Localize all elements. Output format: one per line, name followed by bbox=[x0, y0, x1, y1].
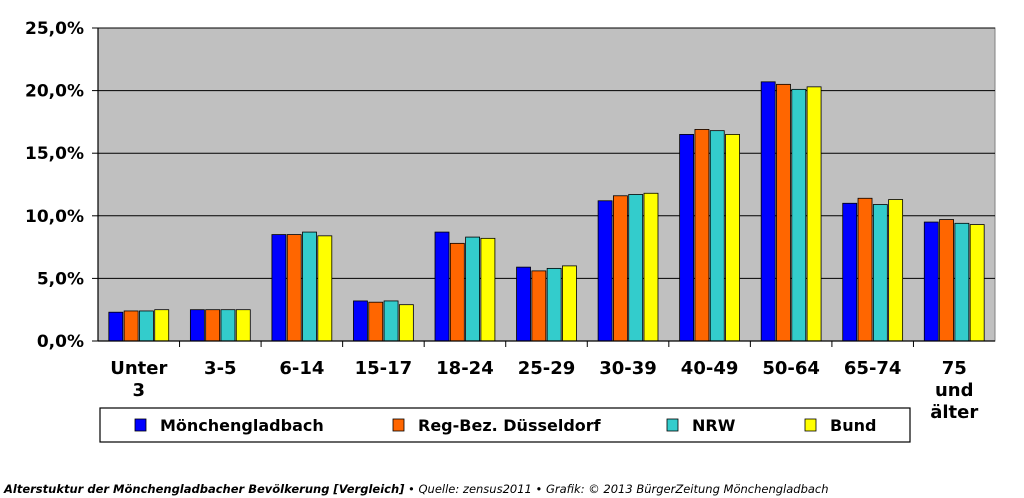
bar bbox=[220, 309, 236, 342]
bar bbox=[449, 242, 465, 342]
x-tick-label-line: 3-5 bbox=[204, 358, 237, 379]
bar bbox=[776, 83, 791, 342]
bar bbox=[562, 265, 577, 342]
bar bbox=[531, 270, 547, 342]
bar bbox=[271, 234, 287, 342]
caption-source: • Quelle: zensus2011 • Grafik: © 2013 Bü… bbox=[404, 482, 829, 496]
legend-label: Mönchengladbach bbox=[160, 416, 324, 435]
bar bbox=[954, 222, 970, 342]
bar-chart: 0,0% 5,0% 10,0% 15,0% 20,0% 25,0% Unter 3 3-5 6-… bbox=[25, 19, 996, 443]
x-tick-label: Unter 3 bbox=[110, 358, 167, 401]
bar bbox=[857, 197, 873, 342]
x-tick-label-line: 65-74 bbox=[844, 358, 902, 379]
bar bbox=[465, 236, 481, 342]
bar bbox=[108, 311, 124, 342]
bar bbox=[286, 234, 302, 342]
x-tick-label: 6-14 bbox=[279, 358, 324, 379]
bar bbox=[205, 309, 221, 342]
bar bbox=[760, 81, 776, 342]
legend-label: Bund bbox=[830, 416, 876, 435]
bar bbox=[842, 202, 858, 342]
bar bbox=[643, 192, 659, 342]
bar bbox=[923, 221, 939, 342]
y-tick-labels: 0,0% 5,0% 10,0% 15,0% 20,0% 25,0% bbox=[25, 19, 84, 352]
x-tick-label-line: 3 bbox=[133, 380, 146, 401]
bar bbox=[694, 129, 710, 342]
x-tick-label: 3-5 bbox=[204, 358, 237, 379]
bar bbox=[628, 194, 644, 342]
bar bbox=[139, 310, 154, 342]
bar bbox=[597, 200, 613, 342]
x-tick-label-line: 18-24 bbox=[436, 358, 494, 379]
bar bbox=[888, 199, 904, 342]
bar bbox=[383, 300, 399, 342]
x-tick-label: 30-39 bbox=[599, 358, 657, 379]
x-tick-label-line: 25-29 bbox=[518, 358, 576, 379]
x-tick-label-line: 15-17 bbox=[355, 358, 413, 379]
axes bbox=[92, 27, 995, 347]
bar bbox=[154, 309, 170, 342]
y-tick-label: 20,0% bbox=[25, 82, 84, 102]
bar bbox=[679, 134, 695, 342]
x-tick-label-line: älter bbox=[930, 402, 978, 423]
bar bbox=[480, 237, 496, 342]
bar bbox=[353, 300, 368, 342]
bar bbox=[317, 235, 333, 342]
x-tick-label-line: und bbox=[935, 380, 974, 401]
x-tick-label: 50-64 bbox=[762, 358, 820, 379]
x-tick-label: 25-29 bbox=[518, 358, 576, 379]
caption-title: Alterstuktur der Mönchengladbacher Bevöl… bbox=[4, 482, 405, 496]
x-tick-label: 65-74 bbox=[844, 358, 902, 379]
legend-swatch bbox=[666, 418, 679, 432]
legend-label: NRW bbox=[692, 416, 736, 435]
bar bbox=[791, 88, 807, 342]
bar bbox=[612, 195, 628, 342]
bar bbox=[546, 267, 562, 342]
legend-box bbox=[99, 407, 911, 443]
legend-swatch bbox=[804, 418, 817, 432]
x-tick-label-line: 50-64 bbox=[762, 358, 820, 379]
bar bbox=[123, 310, 139, 342]
legend-swatch bbox=[134, 418, 147, 432]
bar bbox=[235, 309, 251, 342]
x-tick-label: 18-24 bbox=[436, 358, 494, 379]
y-tick-label: 15,0% bbox=[25, 144, 84, 164]
x-tick-label: 15-17 bbox=[355, 358, 413, 379]
y-tick-label: 5,0% bbox=[37, 269, 84, 289]
bar bbox=[806, 86, 822, 342]
y-tick-label: 25,0% bbox=[25, 19, 84, 39]
x-tick-label-line: 40-49 bbox=[681, 358, 739, 379]
legend-label: Reg-Bez. Düsseldorf bbox=[418, 416, 602, 435]
x-tick-label-line: 30-39 bbox=[599, 358, 657, 379]
bar bbox=[434, 231, 450, 342]
figure-caption: Alterstuktur der Mönchengladbacher Bevöl… bbox=[4, 482, 829, 496]
x-tick-label-line: Unter bbox=[110, 358, 167, 379]
bar bbox=[302, 231, 317, 342]
bar bbox=[725, 134, 740, 342]
bar bbox=[398, 304, 414, 342]
legend: Mönchengladbach Reg-Bez. Düsseldorf NRW Bun… bbox=[99, 407, 911, 443]
bar bbox=[872, 204, 888, 342]
legend-swatch bbox=[392, 418, 405, 432]
bar bbox=[709, 130, 725, 342]
x-tick-label: 40-49 bbox=[681, 358, 739, 379]
bar bbox=[939, 219, 954, 342]
x-tick-label-line: 75 bbox=[942, 358, 967, 379]
y-tick-label: 0,0% bbox=[37, 332, 84, 352]
y-tick-label: 10,0% bbox=[25, 207, 84, 227]
bar bbox=[516, 266, 531, 342]
x-tick-label: 75 und älter bbox=[930, 358, 978, 423]
bar bbox=[368, 301, 384, 342]
bar bbox=[969, 224, 985, 342]
x-tick-labels: Unter 3 3-5 6-14 15-17 18-24 25-29 30-39 40-49 50… bbox=[110, 358, 978, 423]
x-tick-label-line: 6-14 bbox=[279, 358, 324, 379]
bar bbox=[189, 309, 205, 342]
